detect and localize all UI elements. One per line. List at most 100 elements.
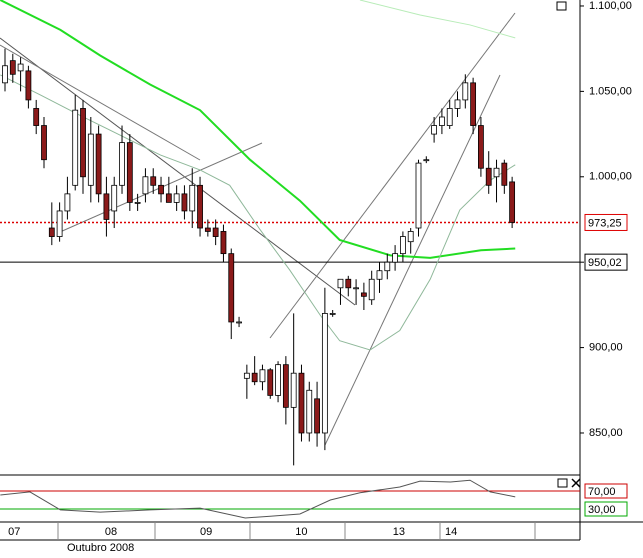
candle-body xyxy=(345,278,352,289)
candle-body xyxy=(126,142,133,203)
window-button[interactable] xyxy=(556,1,567,11)
candle-body xyxy=(33,108,40,126)
candle-body xyxy=(353,287,359,290)
price-label-box xyxy=(584,253,628,271)
level-label-box xyxy=(584,501,628,517)
candle-body xyxy=(56,210,63,237)
candle-body xyxy=(64,193,71,212)
candle-body xyxy=(197,184,203,229)
candle-body xyxy=(493,167,500,178)
moving-average xyxy=(0,0,516,259)
candle-body xyxy=(454,99,461,109)
y-tick-label: 900,00 xyxy=(589,341,623,353)
candle-body xyxy=(142,176,149,195)
candle-body xyxy=(306,389,313,434)
candle-body xyxy=(275,364,281,396)
candle-body xyxy=(236,321,242,324)
candle-body xyxy=(228,253,235,323)
candle-body xyxy=(17,63,24,72)
x-tick-label: 08 xyxy=(105,526,117,538)
candle-body xyxy=(392,253,398,263)
candle-body xyxy=(251,372,258,383)
trendline xyxy=(324,74,501,446)
x-axis-title: Outubro 2008 xyxy=(67,542,134,554)
candle-body xyxy=(337,278,344,289)
candle-body xyxy=(462,82,469,101)
candle-body xyxy=(119,142,125,186)
x-tick-label: 14 xyxy=(445,526,457,538)
candle-body xyxy=(150,176,157,186)
candle-body xyxy=(384,261,391,272)
candle-body xyxy=(72,109,79,186)
candle-body xyxy=(478,125,484,169)
candle-body xyxy=(298,372,305,434)
x-tick-label: 07 xyxy=(8,526,20,538)
candle-body xyxy=(376,270,383,280)
price-label: 950,02 xyxy=(588,257,622,269)
candle-body xyxy=(204,227,211,232)
candle-body xyxy=(368,278,375,301)
candle-body xyxy=(134,202,141,204)
moving-average xyxy=(359,0,516,39)
candle-body xyxy=(509,181,516,223)
candle-body xyxy=(9,60,16,75)
candle-body xyxy=(87,133,94,186)
y-tick-label: 1.050,00 xyxy=(589,85,632,97)
candle-body xyxy=(158,184,164,195)
level-label: 30,00 xyxy=(588,504,616,516)
price-label: 973,25 xyxy=(588,217,622,229)
close-button[interactable] xyxy=(571,478,581,488)
candle-body xyxy=(439,116,445,126)
candle-body xyxy=(259,369,266,383)
candle-body xyxy=(165,193,172,203)
window-button[interactable] xyxy=(557,478,568,488)
candle-body xyxy=(48,227,55,237)
candle-body xyxy=(501,162,508,186)
price-label-box xyxy=(584,213,628,231)
x-tick-label: 09 xyxy=(200,526,212,538)
candle-body xyxy=(25,70,32,101)
y-tick-label: 1.100,00 xyxy=(589,0,632,12)
y-tick-label: 1.000,00 xyxy=(589,171,632,183)
candle-body xyxy=(80,108,86,178)
candle-body xyxy=(470,82,477,126)
candle-body xyxy=(290,372,297,408)
x-tick-label: 13 xyxy=(393,526,405,538)
trendline xyxy=(269,12,516,339)
y-tick-label: 850,00 xyxy=(589,427,623,439)
moving-average xyxy=(0,74,516,351)
candle-body xyxy=(399,236,406,255)
day-separators xyxy=(57,522,536,540)
candle-body xyxy=(111,184,118,212)
candle-body xyxy=(103,193,110,220)
candle-body xyxy=(220,231,227,255)
candle-body xyxy=(95,133,102,195)
level-label-box xyxy=(584,483,628,499)
candle-body xyxy=(314,398,320,434)
candle-body xyxy=(41,125,47,161)
rsi-line xyxy=(0,479,516,519)
candle-body xyxy=(212,227,219,237)
candle-body xyxy=(282,364,289,408)
x-tick-label: 10 xyxy=(295,526,307,538)
trendline xyxy=(0,37,356,306)
candle-body xyxy=(173,193,180,203)
candle-body xyxy=(267,369,274,396)
trendline xyxy=(0,44,201,161)
candle-body xyxy=(329,313,336,315)
candle-body xyxy=(415,162,422,229)
candle-body xyxy=(189,184,196,212)
candle-body xyxy=(485,167,492,186)
candle-body xyxy=(446,108,453,126)
candle-body xyxy=(2,65,8,84)
candle-body xyxy=(431,125,438,135)
candle-body xyxy=(423,159,430,162)
candle-body xyxy=(360,292,367,297)
candle-body xyxy=(407,231,414,243)
candle-body xyxy=(181,193,188,212)
candle-body xyxy=(321,313,328,434)
level-label: 70,00 xyxy=(588,486,616,498)
candle-body xyxy=(243,372,250,379)
